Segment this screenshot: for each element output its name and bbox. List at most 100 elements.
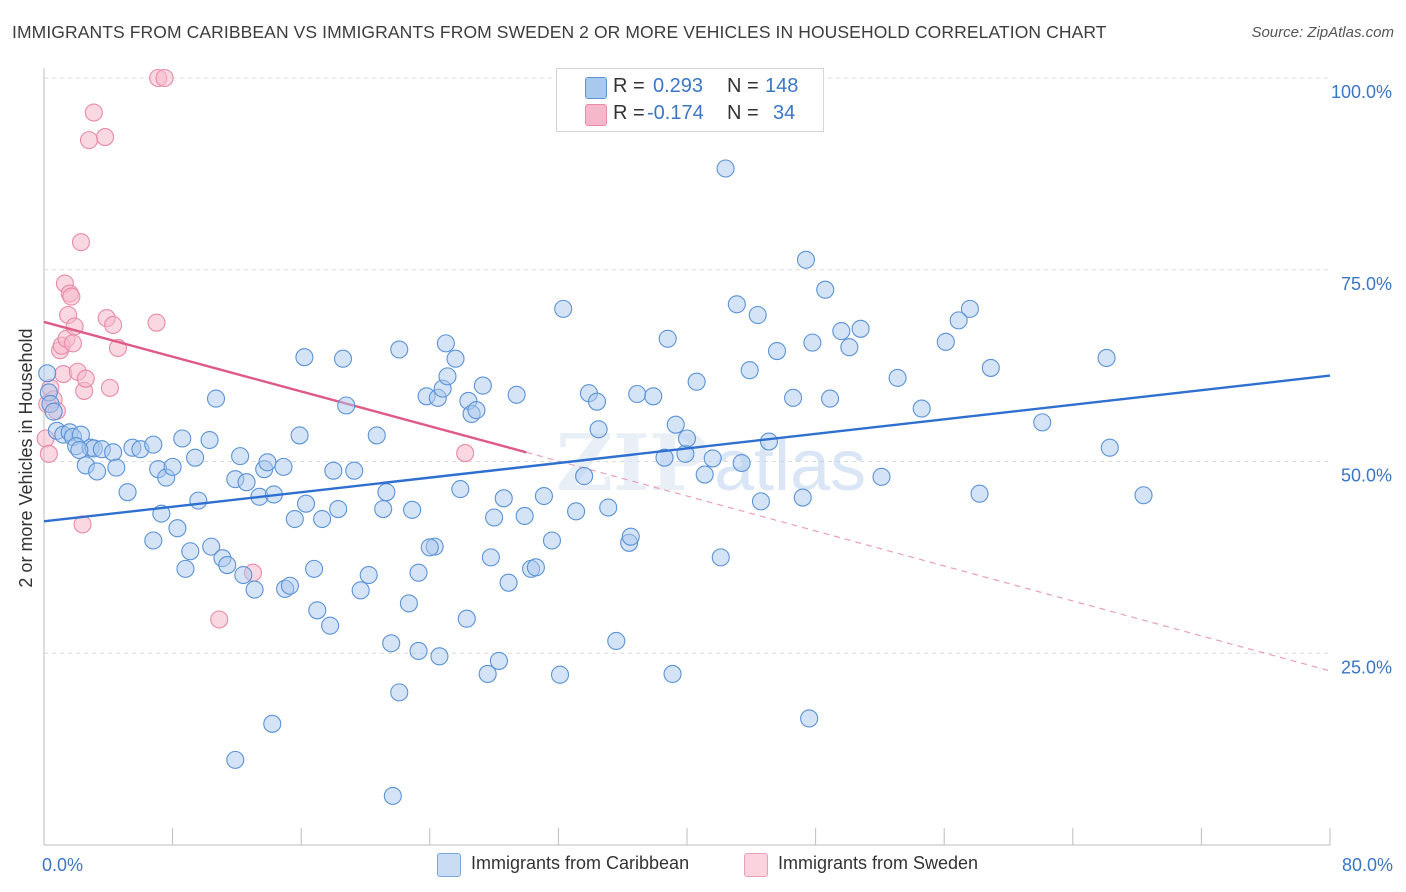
caribbean-point [567, 502, 586, 521]
caribbean-point [793, 488, 812, 507]
caribbean-point [374, 500, 393, 519]
caribbean-point [607, 631, 626, 651]
caribbean-legend-label: Immigrants from Caribbean [471, 853, 690, 873]
y-tick-label: 100.0% [1331, 82, 1392, 102]
caribbean-point [351, 581, 370, 600]
sweden-point [63, 334, 82, 353]
caribbean-point [359, 565, 378, 585]
caribbean-point [333, 349, 353, 368]
caribbean-point [748, 305, 767, 325]
caribbean-point [168, 519, 187, 538]
caribbean-swatch [585, 77, 607, 99]
caribbean-point [104, 443, 123, 462]
caribbean-point [485, 508, 504, 527]
legend-r-label: R = [613, 75, 645, 97]
caribbean-point [181, 542, 200, 561]
caribbean-point [526, 558, 545, 577]
x-tick-labels: 0.0% 80.0% [42, 855, 1393, 875]
sweden-legend-swatch [744, 853, 768, 877]
caribbean-point [430, 647, 449, 666]
sweden-point [210, 610, 229, 629]
caribbean-point [285, 509, 304, 529]
caribbean-point [550, 665, 570, 684]
caribbean-point [489, 651, 508, 670]
caribbean-point [274, 457, 293, 476]
bottom-legend-sweden: Immigrants from Sweden [744, 851, 1014, 877]
y-axis-label: 2 or more Vehicles in Household [16, 328, 36, 587]
caribbean-point [200, 430, 219, 450]
caribbean-point [1134, 486, 1153, 505]
caribbean-point [1033, 413, 1052, 432]
caribbean-point [263, 714, 282, 733]
caribbean-point [554, 299, 573, 318]
caribbean-point [446, 349, 465, 368]
caribbean-point [107, 458, 126, 477]
caribbean-point [800, 709, 819, 728]
caribbean-point [677, 429, 697, 448]
caribbean-point [732, 453, 751, 473]
sweden-point [39, 444, 58, 463]
caribbean-point [711, 548, 730, 567]
sweden-swatch [585, 104, 607, 126]
legend-r-label: R = [613, 102, 645, 124]
sweden-legend-label: Immigrants from Sweden [778, 853, 979, 873]
caribbean-point [234, 565, 253, 585]
y-tick-label: 25.0% [1341, 657, 1392, 677]
y-tick-labels: 25.0% 50.0% 75.0% 100.0% [1331, 82, 1392, 677]
caribbean-point [295, 348, 314, 367]
x-tick-label: 0.0% [42, 855, 83, 875]
caribbean-point [87, 462, 107, 481]
caribbean-point [245, 580, 264, 599]
caribbean-point [324, 461, 343, 480]
caribbean-point [716, 159, 735, 178]
caribbean-point [467, 401, 486, 420]
sweden-trend-extension [526, 451, 1331, 672]
legend-r-value: 0.293 [653, 75, 704, 97]
stats-legend: R = 0.293 N = 148 R = -0.174 N = 34 [556, 68, 824, 132]
caribbean-point [644, 387, 663, 406]
caribbean-point [382, 634, 401, 653]
legend-n-value: 34 [773, 102, 796, 124]
caribbean-point [457, 609, 476, 628]
caribbean-point [144, 531, 163, 550]
sweden-point [155, 68, 174, 88]
caribbean-point [515, 506, 534, 526]
caribbean-point [420, 538, 439, 557]
caribbean-point [237, 473, 256, 492]
caribbean-point [816, 280, 835, 299]
caribbean-point [176, 559, 195, 578]
caribbean-point [872, 467, 891, 486]
sweden-point [79, 131, 99, 150]
caribbean-point [589, 420, 608, 439]
caribbean-point [655, 448, 674, 467]
caribbean-point [345, 461, 364, 480]
caribbean-point [507, 385, 526, 404]
caribbean-point [438, 367, 457, 386]
sweden-point [71, 233, 91, 252]
caribbean-point [970, 484, 989, 503]
caribbean-point [383, 786, 402, 805]
sweden-point [104, 315, 123, 335]
sweden-point [76, 369, 95, 388]
caribbean-point [436, 334, 455, 353]
caribbean-point [308, 601, 327, 620]
caribbean-point [851, 319, 870, 338]
caribbean-point [390, 683, 409, 702]
sweden-point [84, 103, 103, 122]
caribbean-point [599, 498, 618, 517]
caribbean-point [759, 432, 779, 451]
caribbean-point [231, 447, 250, 466]
caribbean-point [44, 402, 63, 421]
grid-lines [44, 77, 1330, 654]
caribbean-point [280, 576, 299, 595]
caribbean-trend-line [43, 374, 1331, 523]
sweden-point [62, 287, 81, 306]
trend-lines [526, 451, 1331, 672]
caribbean-point [751, 492, 770, 511]
caribbean-point [202, 537, 221, 556]
caribbean-point [740, 361, 759, 380]
caribbean-point [658, 329, 677, 348]
legend-n-label: N = [727, 75, 759, 97]
caribbean-point [189, 491, 208, 510]
caribbean-point [206, 389, 226, 408]
